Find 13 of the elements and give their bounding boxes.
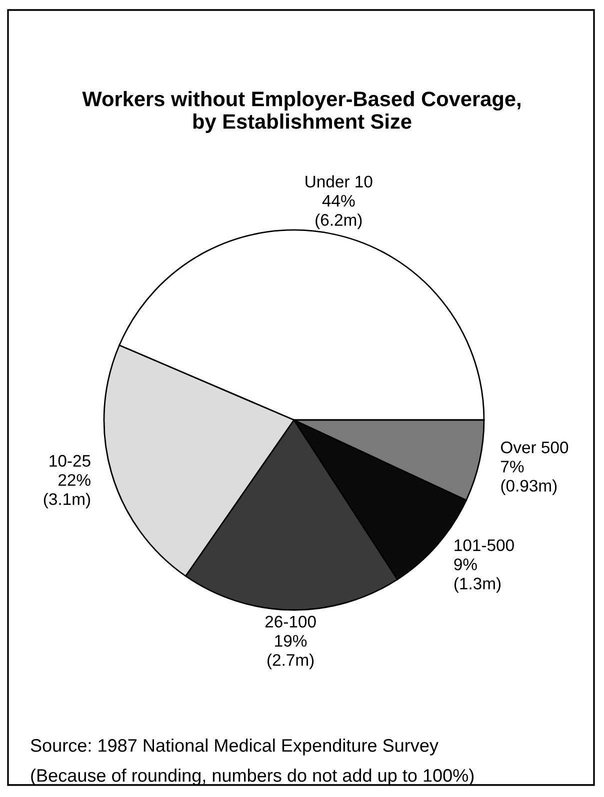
data-label: 22% (3.1m) xyxy=(44,474,90,508)
source-note: Source: 1987 National Medical Expenditure Survey xyxy=(30,738,438,756)
slice-label: Under 10 xyxy=(306,175,372,188)
slice-label: 10-25 xyxy=(50,454,90,467)
text: (Because of rounding, numbers do not add up to 100%) xyxy=(31,768,474,786)
data-label: 44% (6.2m) xyxy=(316,194,362,230)
slice-label: 26-100 xyxy=(265,616,316,628)
data-label: 19% (2.7m) xyxy=(268,634,314,670)
data-label: 7% (0.93m) xyxy=(501,460,557,495)
slice-label: Over 500 xyxy=(500,442,568,454)
data-label: 9% (1.3m) xyxy=(454,558,501,593)
slice-label: 101-500 xyxy=(454,539,514,552)
chart-title: Workers without Employer-Based Coverage, by Establishment Size xyxy=(82,91,520,133)
